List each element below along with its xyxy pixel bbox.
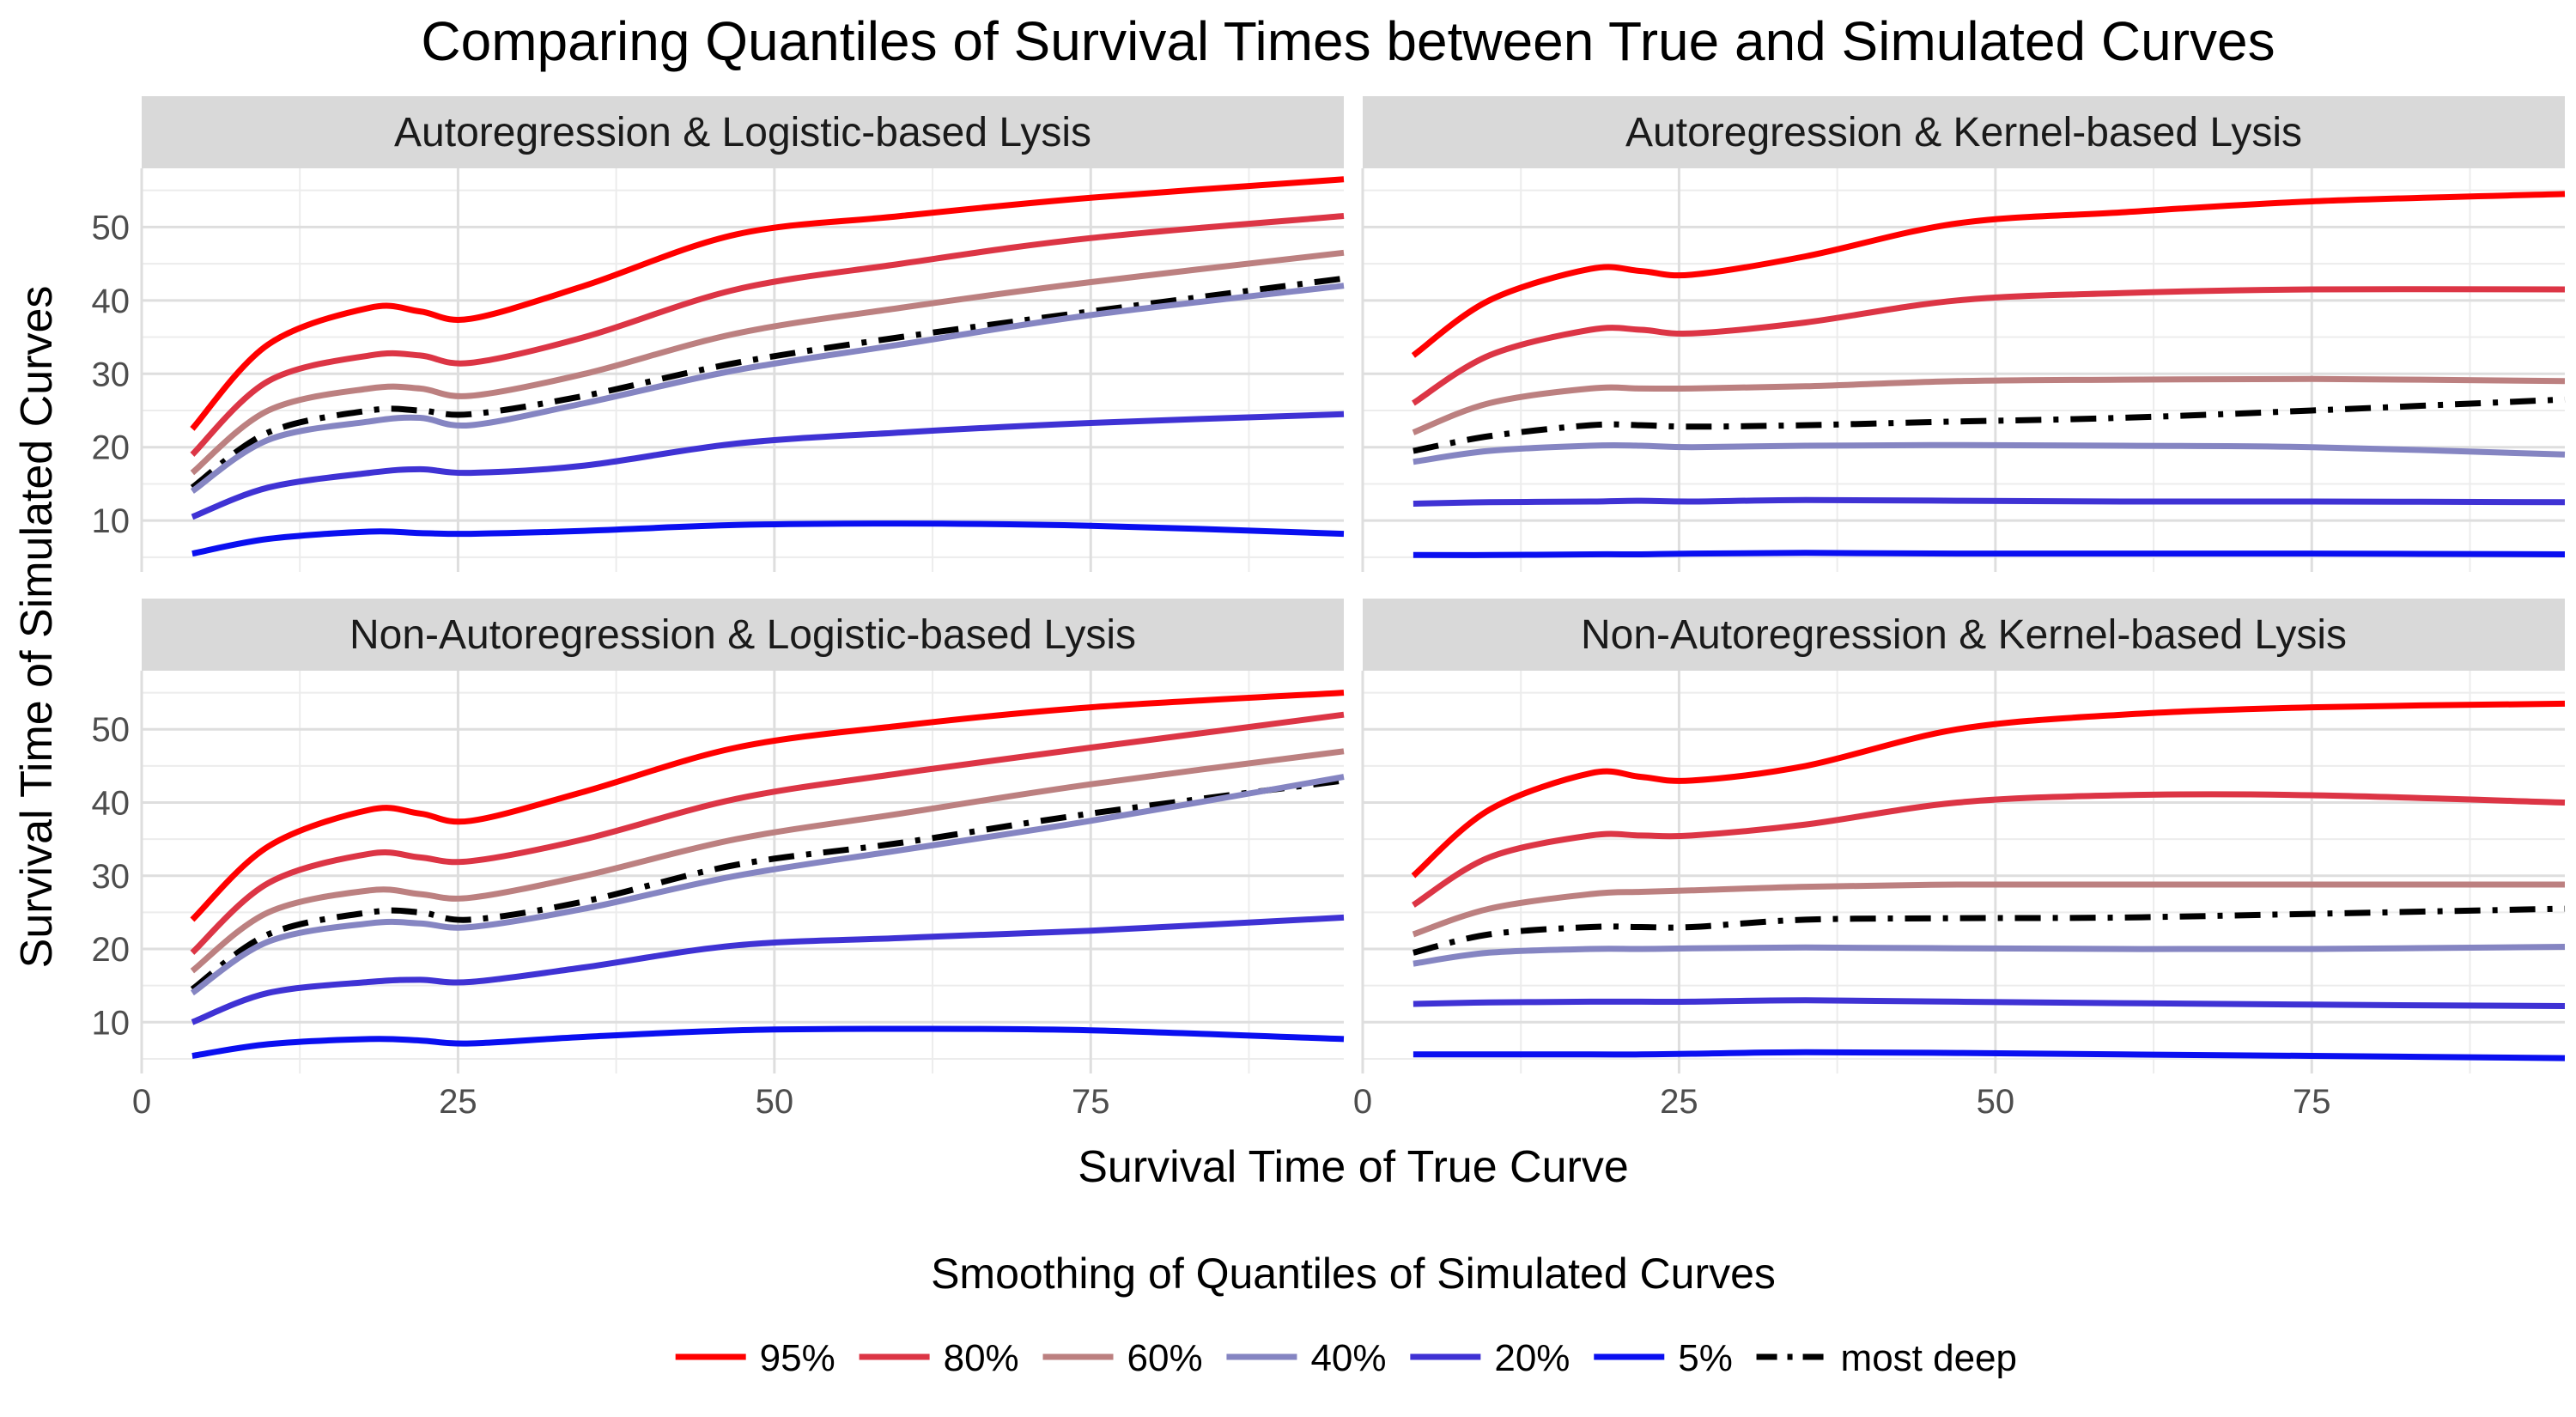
x-tick-label: 25 [1660, 1083, 1698, 1121]
facet-strip-title: Autoregression & Kernel-based Lysis [1625, 110, 2302, 155]
facet-strip [142, 599, 1344, 671]
facet-panel-1: Autoregression & Logistic-based Lysis 10 2… [92, 96, 1345, 572]
panels-layer: Autoregression & Logistic-based Lysis 10 2… [92, 96, 2566, 1121]
series-line-60 [190, 748, 1345, 974]
legend-title: Smoothing of Quantiles of Simulated Curv… [931, 1250, 1776, 1298]
series-line-95 [190, 690, 1345, 922]
y-tick-label: 10 [92, 502, 131, 540]
facet-panel-2: Autoregression & Kernel-based Lysis [1361, 96, 2566, 572]
series-line-95 [1411, 191, 2566, 358]
facet-strip [1363, 599, 2565, 671]
legend-item-5: 5% [1594, 1337, 1733, 1379]
facet-strip [142, 96, 1344, 168]
series-line-most-deep [1413, 905, 2566, 956]
series-line-95 [1411, 700, 2566, 879]
facet-panel-3: Non-Autoregression & Logistic-based Lysi… [92, 599, 1345, 1121]
x-tick-label: 0 [132, 1083, 151, 1121]
series-line-60 [190, 249, 1345, 476]
y-axis-label: Survival Time of Simulated Curves [12, 286, 62, 969]
y-tick-label: 10 [92, 1004, 131, 1042]
series-line-20 [191, 411, 1345, 520]
legend-item-40: 40% [1226, 1337, 1387, 1379]
facet-panel-4: Non-Autoregression & Kernel-based Lysis 0… [1353, 599, 2566, 1121]
series-line-5 [1413, 1049, 2566, 1061]
series-line-5 [191, 1025, 1345, 1059]
legend-label: 60% [1127, 1337, 1203, 1379]
legend-item-80: 80% [859, 1337, 1019, 1379]
legend-label: most deep [1841, 1337, 2017, 1379]
legend-label: 5% [1678, 1337, 1733, 1379]
series-line-20 [1413, 997, 2566, 1009]
x-tick-label: 50 [756, 1083, 794, 1121]
x-tick-label: 0 [1353, 1083, 1372, 1121]
series-line-most-deep [190, 777, 1345, 992]
y-tick-label: 50 [92, 209, 131, 246]
legend-label: 20% [1494, 1337, 1570, 1379]
series-line-80 [190, 213, 1345, 457]
facet-strip-title: Non-Autoregression & Kernel-based Lysis [1581, 612, 2347, 658]
facet-strip-title: Autoregression & Logistic-based Lysis [394, 110, 1091, 155]
series-line-95 [190, 176, 1345, 431]
y-tick-label: 40 [92, 784, 131, 822]
series-line-80 [190, 711, 1345, 955]
series-line-5 [191, 520, 1345, 557]
series-line-40 [190, 283, 1345, 494]
series-line-40 [1413, 944, 2566, 967]
series-line-20 [191, 914, 1345, 1025]
series-line-60 [1412, 881, 2565, 938]
series-line-5 [1413, 550, 2566, 558]
y-tick-label: 30 [92, 356, 131, 393]
series-line-20 [1413, 496, 2566, 507]
x-tick-label: 25 [439, 1083, 477, 1121]
legend-label: 80% [944, 1337, 1019, 1379]
legend-item-60: 60% [1042, 1337, 1203, 1379]
series-line-80 [1412, 791, 2566, 908]
legend-label: 40% [1310, 1337, 1386, 1379]
legend-item-most-deep: most deep [1756, 1337, 2017, 1379]
facet-strip-title: Non-Autoregression & Logistic-based Lysi… [349, 612, 1136, 658]
y-tick-label: 40 [92, 283, 131, 320]
x-axis-label: Survival Time of True Curve [1078, 1142, 1629, 1192]
series-line-most-deep [190, 275, 1345, 490]
x-tick-label: 50 [1977, 1083, 2015, 1121]
y-tick-label: 20 [92, 429, 131, 467]
y-tick-label: 30 [92, 858, 131, 896]
series-line-40 [1413, 441, 2566, 465]
series-line-60 [1412, 375, 2566, 435]
x-tick-label: 75 [1072, 1083, 1110, 1121]
y-tick-label: 50 [92, 711, 131, 749]
legend-item-95: 95% [675, 1337, 835, 1379]
x-tick-label: 75 [2293, 1083, 2331, 1121]
series-line-most-deep [1413, 396, 2566, 454]
legend-label: 95% [760, 1337, 835, 1379]
legend: 95% 80% 60% 40% 20% 5% most deep [675, 1337, 2017, 1379]
legend-item-20: 20% [1410, 1337, 1570, 1379]
series-line-40 [190, 774, 1345, 996]
chart-title: Comparing Quantiles of Survival Times be… [421, 10, 2275, 72]
y-tick-label: 20 [92, 931, 131, 969]
series-line-80 [1412, 286, 2566, 406]
facet-strip [1363, 96, 2565, 168]
